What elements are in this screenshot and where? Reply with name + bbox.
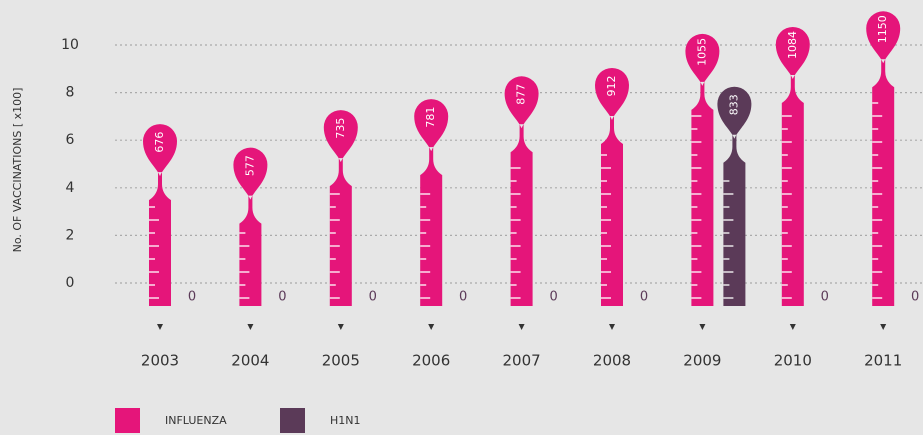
x-tick-label: 2004 [231, 352, 269, 370]
x-marker [880, 324, 887, 330]
x-marker [789, 324, 796, 330]
syringe-bar [233, 147, 268, 306]
zero-label: 0 [188, 290, 196, 305]
x-tick-label: 2008 [593, 352, 631, 370]
x-marker [699, 324, 706, 330]
value-label: 577 [243, 155, 256, 176]
value-label: 781 [424, 107, 437, 128]
syringe-bar [866, 11, 901, 307]
y-tick-label: 0 [66, 275, 75, 291]
syringe-bar [685, 33, 720, 306]
legend-label: INFLUENZA [165, 414, 227, 427]
x-marker [247, 324, 254, 330]
syringe-bar [504, 76, 539, 306]
value-label: 735 [334, 118, 347, 139]
syringe-bar [717, 86, 752, 306]
y-axis-label: No. OF VACCINATIONS [ x100] [11, 88, 24, 253]
syringe-bar [323, 110, 358, 306]
value-label: 833 [727, 94, 740, 115]
value-label: 1084 [786, 31, 799, 59]
x-tick-label: 2011 [864, 352, 902, 370]
zero-label: 0 [278, 290, 286, 305]
value-label: 1150 [876, 15, 889, 43]
x-tick-label: 2006 [412, 352, 450, 370]
legend-label: H1N1 [330, 414, 361, 427]
y-tick-label: 2 [66, 227, 75, 243]
y-tick-label: 6 [66, 132, 75, 148]
x-tick-label: 2010 [774, 352, 812, 370]
x-tick-label: 2009 [683, 352, 721, 370]
zero-label: 0 [369, 290, 377, 305]
x-marker [609, 324, 615, 330]
legend-swatch [280, 408, 305, 433]
zero-label: 0 [821, 290, 829, 305]
y-tick-label: 10 [61, 37, 79, 53]
value-label: 676 [153, 132, 166, 153]
x-marker [157, 324, 163, 330]
x-marker [428, 324, 435, 330]
syringe-bar [595, 67, 629, 306]
zero-label: 0 [549, 290, 557, 305]
value-label: 912 [605, 75, 618, 96]
x-marker [518, 324, 525, 330]
y-tick-label: 8 [66, 85, 75, 101]
syringe-bar [143, 124, 177, 306]
value-label: 877 [515, 84, 528, 105]
zero-label: 0 [911, 290, 919, 305]
x-tick-label: 2007 [503, 352, 541, 370]
legend-swatch [115, 408, 140, 433]
value-label: 1055 [695, 38, 708, 66]
syringe-bar [775, 27, 810, 307]
zero-label: 0 [640, 290, 648, 305]
x-marker [337, 324, 344, 330]
y-tick-label: 4 [66, 180, 75, 196]
x-tick-label: 2005 [322, 352, 360, 370]
syringe-bar [414, 99, 449, 306]
zero-label: 0 [459, 290, 467, 305]
x-tick-label: 2003 [141, 352, 179, 370]
